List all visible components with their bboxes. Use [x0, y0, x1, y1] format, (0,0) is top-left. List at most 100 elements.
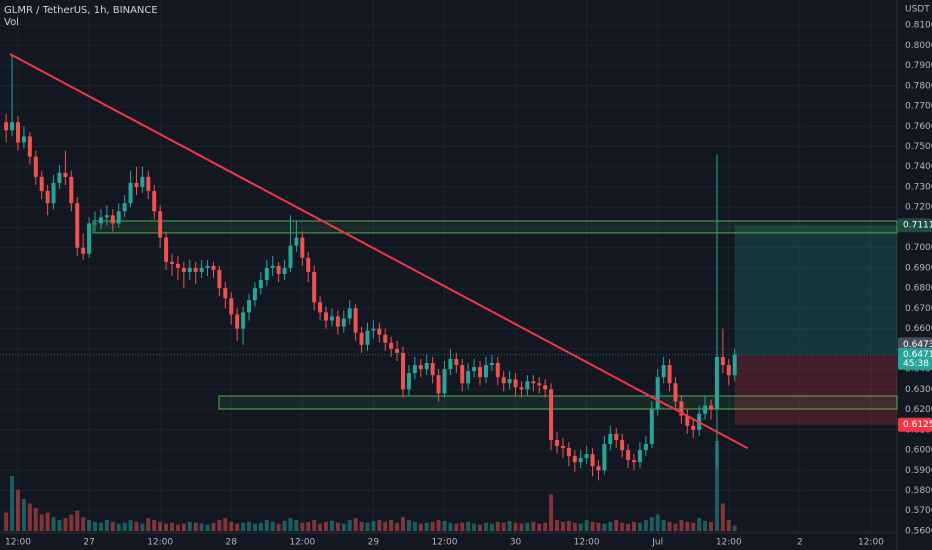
volume-bar — [661, 519, 666, 531]
chart-title: GLMR / TetherUS, 1h, BINANCE — [4, 5, 158, 16]
volume-bar — [401, 517, 406, 531]
volume-bar — [258, 522, 263, 531]
candle-body — [543, 385, 548, 390]
volume-bar — [655, 514, 660, 531]
candle-body — [472, 367, 477, 372]
volume-bar — [193, 522, 198, 531]
volume-bar — [353, 518, 358, 531]
candle-body — [442, 369, 447, 394]
volume-bar — [489, 523, 494, 531]
volume-bar — [501, 522, 506, 531]
candle-body — [98, 217, 103, 224]
price-tag — [898, 417, 932, 432]
volume-bar — [270, 521, 275, 531]
volume-bar — [543, 522, 548, 531]
volume-bar — [430, 521, 435, 531]
volume-bar — [549, 494, 554, 531]
price-tag-label: 0.7111 — [903, 221, 932, 231]
candle-body — [709, 405, 714, 410]
candle-body — [110, 215, 115, 224]
candle-body — [608, 433, 613, 444]
candle-body — [679, 401, 684, 416]
candle-body — [16, 122, 21, 143]
volume-bar — [4, 512, 9, 531]
candle-body — [555, 439, 560, 446]
candle-body — [158, 211, 163, 238]
volume-bar — [45, 512, 50, 531]
candle-body — [673, 383, 678, 402]
candle-body — [223, 288, 228, 299]
volume-bar — [614, 519, 619, 531]
candle-body — [501, 377, 506, 384]
volume-bar — [525, 522, 530, 531]
volume-bar — [223, 518, 228, 531]
candle-body — [33, 156, 38, 177]
candle-body — [371, 328, 376, 331]
candle-body — [146, 176, 151, 192]
volume-bar — [324, 521, 329, 531]
volume-bar — [341, 523, 346, 531]
volume-bar — [98, 522, 103, 531]
volume-bar — [247, 521, 252, 531]
x-tick-label: 2 — [797, 538, 803, 548]
candle-body — [626, 450, 631, 461]
candle-body — [75, 203, 80, 248]
candle-body — [312, 271, 317, 303]
volume-bar — [87, 519, 92, 531]
candle-body — [703, 405, 708, 414]
candle-body — [57, 172, 62, 183]
x-tick-label: 29 — [368, 538, 380, 548]
volume-bar — [697, 518, 702, 531]
volume-bar — [590, 521, 595, 531]
volume-bar — [460, 522, 465, 531]
volume-bar — [93, 521, 98, 531]
volume-bar — [10, 475, 15, 531]
candle-body — [649, 409, 654, 444]
stop-zone — [734, 354, 897, 425]
volume-bar — [732, 525, 737, 531]
candle-body — [531, 381, 536, 384]
volume-bar — [211, 522, 216, 531]
price-tag-label: 0.6473 — [903, 340, 932, 350]
volume-bar — [116, 523, 121, 531]
volume-bar — [282, 520, 287, 531]
volume-bar — [726, 519, 731, 531]
volume-bar — [424, 522, 429, 531]
candle-body — [341, 318, 346, 327]
volume-bar — [365, 522, 370, 531]
candle-body — [406, 373, 411, 390]
volume-bar — [229, 521, 234, 531]
volume-bar — [383, 521, 388, 531]
volume-bar — [483, 522, 488, 531]
x-tick-label: 12:00 — [574, 538, 600, 548]
volume-bar — [371, 520, 376, 531]
volume-bar — [288, 518, 293, 531]
volume-bar — [318, 523, 323, 531]
x-tick-label: 12:00 — [147, 538, 173, 548]
volume-bar — [560, 521, 565, 531]
volume-bar — [146, 518, 151, 531]
volume-bar — [584, 519, 589, 531]
candle-body — [590, 454, 595, 467]
candle-body — [175, 263, 180, 268]
candle-body — [205, 265, 210, 268]
x-tick-label: 12:00 — [716, 538, 742, 548]
volume-bar — [134, 521, 139, 531]
candle-body — [306, 257, 311, 272]
volume-bar — [395, 522, 400, 531]
candle-body — [128, 182, 133, 204]
volume-bar — [335, 522, 340, 531]
volume-bar — [306, 521, 311, 531]
x-tick-label: 27 — [83, 538, 94, 548]
volume-bar — [637, 522, 642, 531]
